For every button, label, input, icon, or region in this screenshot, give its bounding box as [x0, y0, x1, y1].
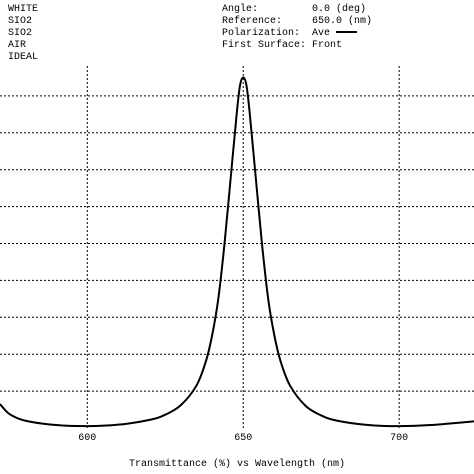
polarization-label: Polarization:: [222, 27, 300, 39]
angle-value: 0.0 (deg): [312, 3, 366, 15]
grid-lines: [0, 66, 474, 428]
x-tick-label-0: 600: [78, 433, 96, 444]
stack-line: SIO2: [8, 16, 32, 27]
stack-line: AIR: [8, 40, 26, 51]
stack-line: IDEAL: [8, 52, 38, 63]
x-axis-label: Transmittance (%) vs Wavelength (nm): [129, 458, 345, 470]
first-surface-value: Front: [312, 40, 342, 51]
x-tick-labels: 600 650 700: [78, 433, 408, 444]
polarization-value: Ave: [312, 28, 330, 39]
stack-line: WHITE: [8, 4, 38, 15]
reference-value: 650.0 (nm): [312, 15, 372, 27]
x-tick-label-2: 700: [390, 433, 408, 444]
stack-line: SIO2: [8, 28, 32, 39]
transmittance-series-line-0: [0, 76, 474, 428]
coating-stack-info: WHITE SIO2 SIO2 AIR IDEAL: [8, 4, 38, 63]
series-lines: [0, 76, 474, 428]
first-surface-label: First Surface:: [222, 39, 306, 51]
calculation-parameters: Angle: 0.0 (deg) Reference: 650.0 (nm) P…: [222, 3, 372, 51]
angle-label: Angle:: [222, 3, 258, 15]
reference-label: Reference:: [222, 15, 282, 27]
x-tick-label-1: 650: [234, 433, 252, 444]
